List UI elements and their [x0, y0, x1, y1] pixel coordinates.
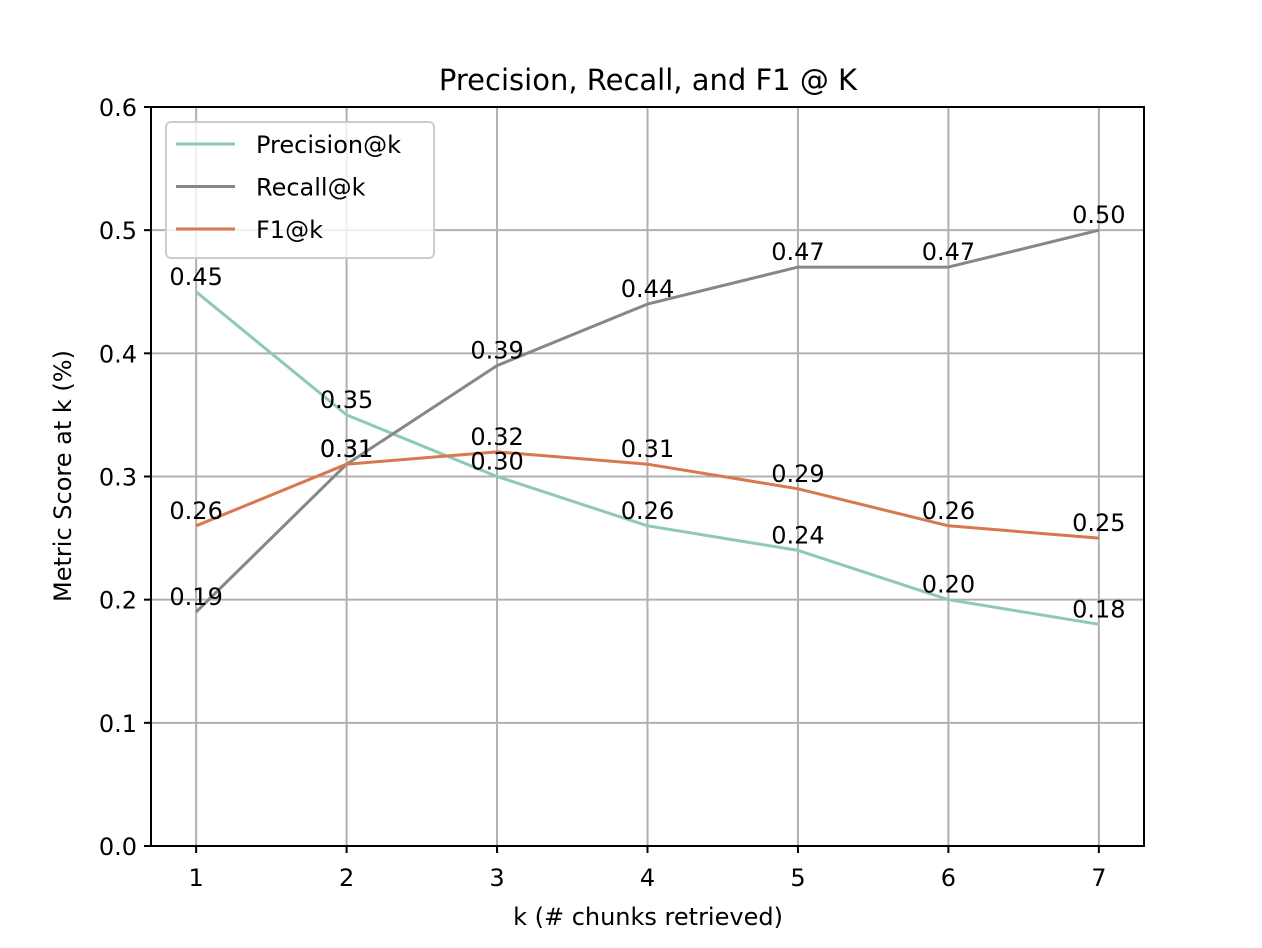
data-label-recall-k: 0.39 [470, 337, 523, 365]
data-label-recall-k: 0.44 [621, 275, 674, 303]
x-tick-label: 6 [941, 864, 956, 892]
y-tick-label: 0.0 [99, 833, 137, 861]
data-label-f1-k: 0.32 [470, 423, 523, 451]
data-label-f1-k: 0.26 [922, 497, 975, 525]
data-label-f1-k: 0.31 [621, 435, 674, 463]
x-axis-ticks: 1 2 3 4 5 6 7 [188, 846, 1107, 892]
legend-label: Precision@k [256, 131, 401, 159]
series-line-precision-k [195, 290, 1100, 626]
legend: Precision@k Recall@k F1@k [165, 121, 435, 259]
data-label-precision-k: 0.26 [621, 497, 674, 525]
y-tick-label: 0.2 [99, 587, 137, 615]
data-label-precision-k: 0.20 [922, 571, 975, 599]
chart-title: Precision, Recall, and F1 @ K [439, 63, 858, 97]
y-tick-label: 0.1 [99, 710, 137, 738]
data-labels: 0.45 0.35 0.30 0.26 0.24 0.20 0.18 0.19 0.31 0.39… [169, 201, 1125, 623]
data-label-recall-k: 0.47 [771, 238, 824, 266]
y-axis-title: Metric Score at k (%) [49, 350, 77, 602]
x-tick-label: 2 [339, 864, 354, 892]
data-label-f1-k: 0.31 [320, 435, 373, 463]
data-label-recall-k: 0.31 [320, 435, 373, 463]
y-tick-label: 0.3 [99, 464, 137, 492]
data-label-precision-k: 0.30 [470, 448, 523, 476]
x-tick-label: 3 [489, 864, 504, 892]
data-label-recall-k: 0.50 [1072, 201, 1125, 229]
x-axis-title: k (# chunks retrieved) [513, 903, 783, 931]
y-tick-label: 0.6 [99, 94, 137, 122]
legend-label: Recall@k [256, 174, 366, 202]
x-tick-label: 7 [1091, 864, 1106, 892]
x-tick-label: 1 [188, 864, 203, 892]
y-tick-label: 0.4 [99, 340, 137, 368]
legend-box [165, 121, 435, 259]
data-label-precision-k: 0.45 [169, 263, 222, 291]
legend-label: F1@k [256, 216, 323, 244]
data-label-recall-k: 0.19 [169, 583, 222, 611]
x-tick-label: 4 [640, 864, 655, 892]
y-tick-label: 0.5 [99, 217, 137, 245]
data-label-precision-k: 0.24 [771, 521, 824, 549]
series-line-f1-k [195, 450, 1100, 540]
data-label-f1-k: 0.26 [169, 497, 222, 525]
series-lines [195, 228, 1100, 626]
data-label-precision-k: 0.35 [320, 386, 373, 414]
y-axis-ticks: 0.0 0.1 0.2 0.3 0.4 0.5 0.6 [99, 94, 151, 861]
data-label-f1-k: 0.25 [1072, 509, 1125, 537]
data-label-f1-k: 0.29 [771, 460, 824, 488]
x-tick-label: 5 [790, 864, 805, 892]
data-label-recall-k: 0.47 [922, 238, 975, 266]
data-label-precision-k: 0.18 [1072, 595, 1125, 623]
